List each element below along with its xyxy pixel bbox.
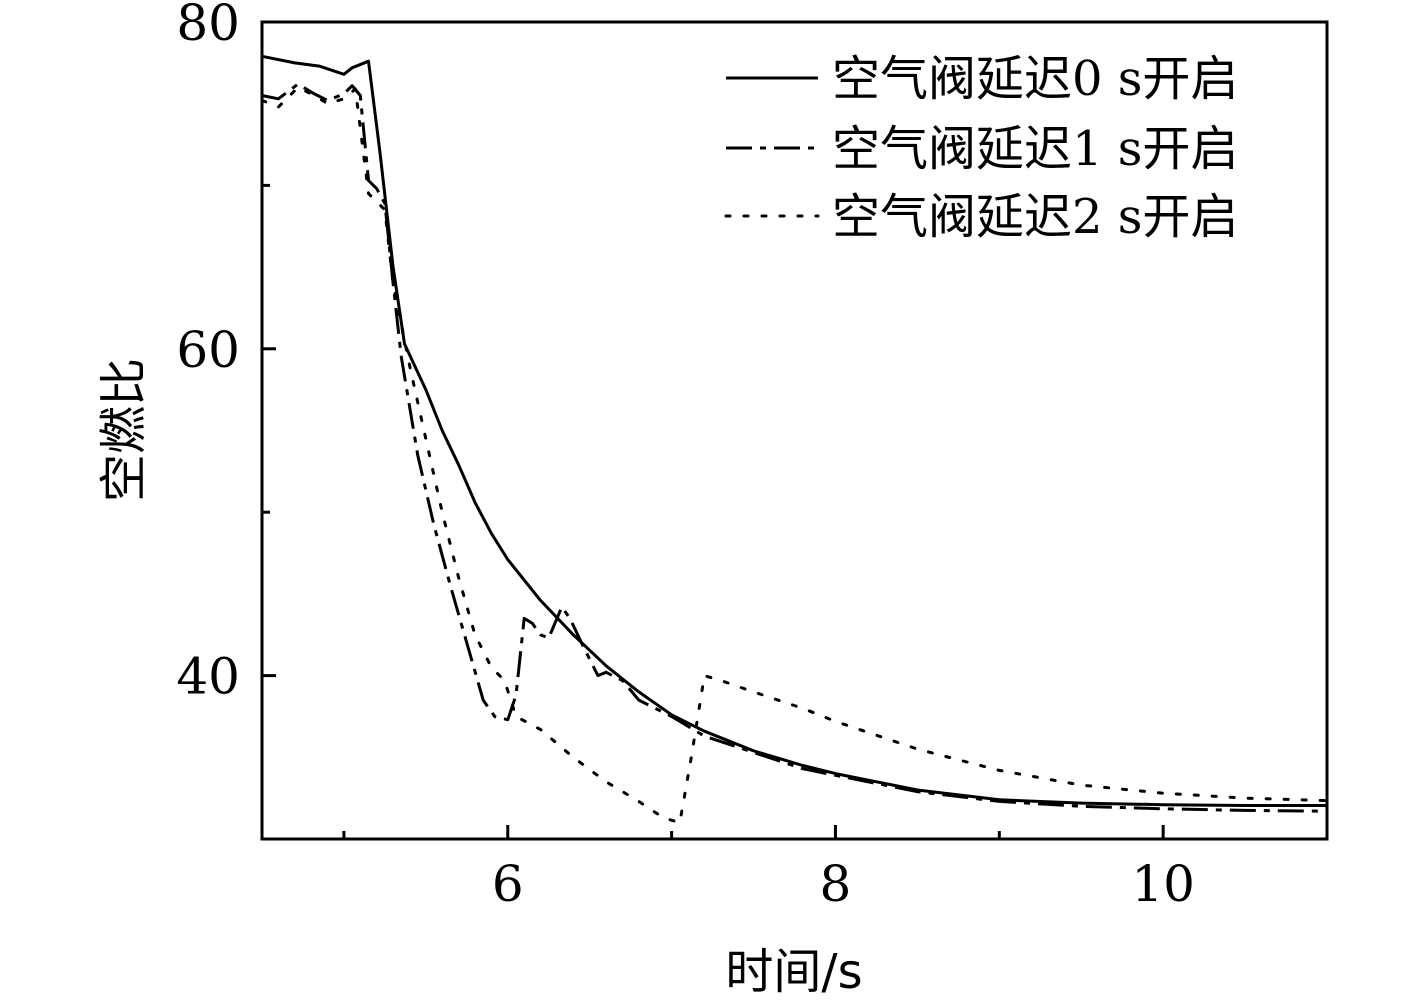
y-tick-label: 80 xyxy=(176,0,240,52)
x-axis-title: 时间/s xyxy=(725,944,862,1000)
x-tick-label: 6 xyxy=(492,855,524,913)
legend-label-1: 空气阀延迟1 s开启 xyxy=(832,121,1238,177)
y-tick-label: 60 xyxy=(176,321,240,379)
x-tick-label: 8 xyxy=(820,855,852,913)
legend-label-2: 空气阀延迟2 s开启 xyxy=(832,189,1238,245)
legend-label-0: 空气阀延迟0 s开启 xyxy=(832,51,1238,107)
y-tick-label: 40 xyxy=(176,648,240,706)
plot-frame xyxy=(260,20,1329,841)
series-line-2 xyxy=(260,85,1329,825)
series-line-0 xyxy=(261,54,1327,807)
series-layer xyxy=(260,54,1329,825)
ticks-layer: 6 8 10 40 60 80 xyxy=(176,0,1329,913)
y-axis-title: 空燃比 xyxy=(96,358,152,502)
x-tick-label: 10 xyxy=(1131,855,1195,913)
series-line-1 xyxy=(261,82,1328,813)
